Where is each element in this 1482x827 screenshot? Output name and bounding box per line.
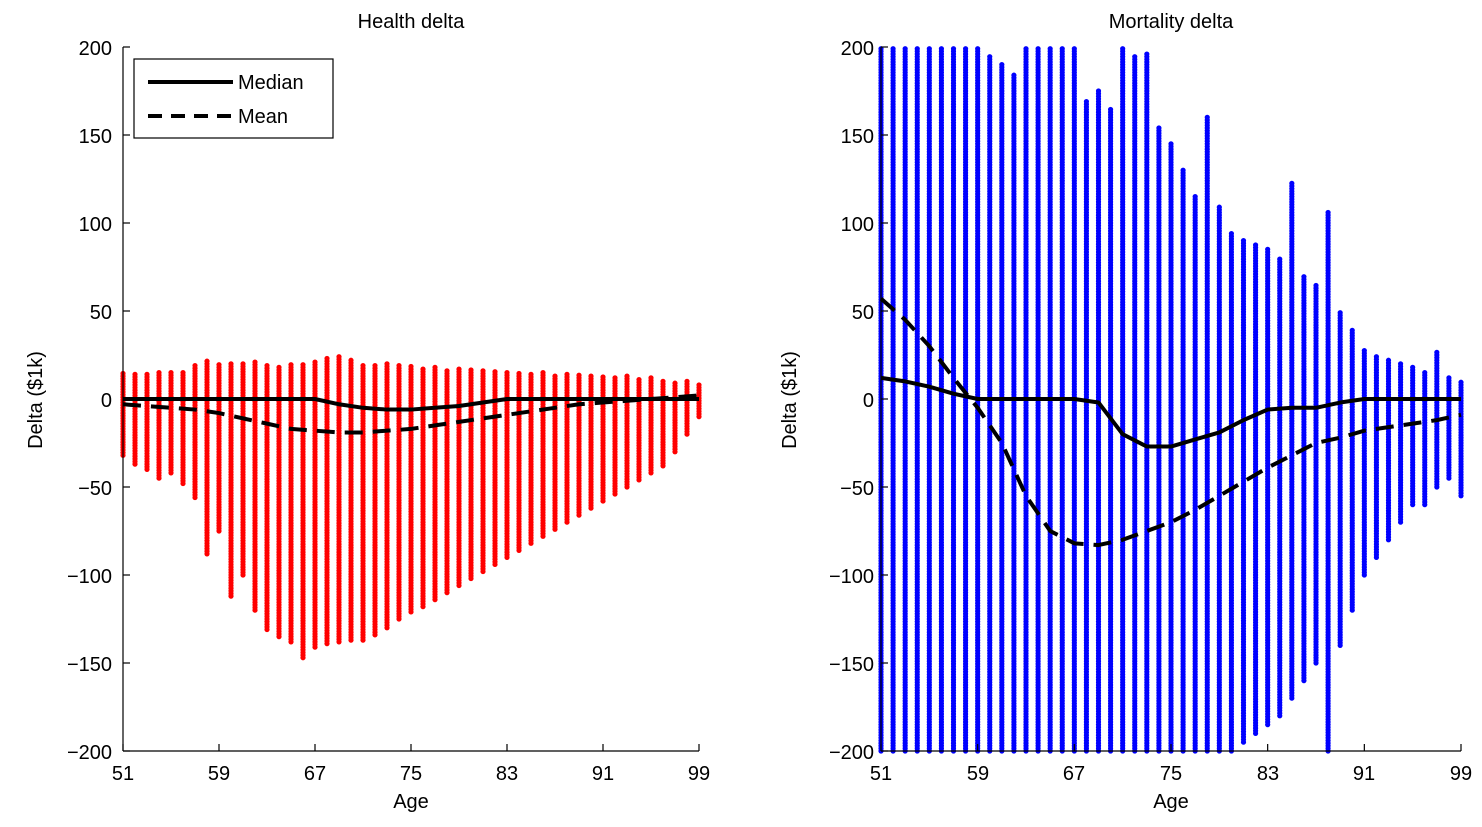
scatter-point <box>492 369 498 375</box>
scatter-point <box>288 362 294 368</box>
y-tick-labels: −200 −150 −100 −50 0 50 100 150 200 <box>67 38 112 764</box>
scatter-point <box>360 362 366 369</box>
y-tick-label: 150 <box>841 126 874 148</box>
scatter-point <box>336 354 342 360</box>
scatter-point <box>180 370 186 376</box>
legend-label-mean: Mean <box>238 106 288 128</box>
scatter-point <box>168 370 174 376</box>
y-tick-label: 150 <box>79 126 112 148</box>
x-tick-label: 75 <box>400 763 422 785</box>
scatter-point <box>480 368 486 374</box>
scatter-point <box>372 362 378 369</box>
scatter-point <box>684 378 690 384</box>
scatter-point <box>552 373 558 379</box>
scatter-point <box>468 367 474 373</box>
chart-health-delta: Health delta −200 −150 −100 −50 0 50 100… <box>25 11 710 813</box>
x-axis-label: Age <box>393 791 429 813</box>
scatter-point <box>600 374 606 380</box>
scatter-point <box>444 368 450 374</box>
scatter-point <box>396 362 402 369</box>
y-tick-label: −150 <box>829 654 874 676</box>
scatter-point <box>576 372 582 378</box>
scatter-point <box>926 46 932 52</box>
scatter-point <box>432 364 438 370</box>
y-tick-label: 200 <box>79 38 112 60</box>
scatter-point <box>612 375 618 381</box>
chart-title: Mortality delta <box>1109 11 1234 33</box>
y-tick-label: −100 <box>67 566 112 588</box>
x-tick-label: 91 <box>592 763 614 785</box>
x-tick-label: 67 <box>304 763 326 785</box>
scatter-point <box>156 370 162 376</box>
y-axis-label: Delta ($1k) <box>25 351 47 449</box>
y-tick-label: −50 <box>840 478 874 500</box>
scatter-point <box>890 46 896 52</box>
x-tick-label: 99 <box>688 763 710 785</box>
scatter-point <box>420 366 426 372</box>
scatter-point <box>144 371 150 377</box>
plot-area <box>120 46 702 752</box>
scatter-point <box>324 355 330 362</box>
y-tick-label: 100 <box>841 214 874 236</box>
scatter-point <box>902 46 908 52</box>
scatter-point <box>636 377 642 383</box>
x-tick-label: 51 <box>870 763 892 785</box>
legend: Median Mean <box>133 58 334 139</box>
y-tick-label: 0 <box>101 390 112 412</box>
scatter-point <box>384 361 390 367</box>
scatter-point <box>456 366 462 372</box>
scatter-point <box>240 361 246 367</box>
chart-title: Health delta <box>358 11 466 33</box>
x-tick-label: 75 <box>1160 763 1182 785</box>
scatter-point <box>588 373 594 379</box>
scatter-point <box>216 362 222 368</box>
scatter-point <box>276 364 282 370</box>
x-tick-label: 83 <box>496 763 518 785</box>
legend-box <box>133 58 334 139</box>
y-tick-label: −200 <box>67 742 112 764</box>
legend-label-median: Median <box>238 72 304 94</box>
y-tick-label: 200 <box>841 38 874 60</box>
y-tick-label: 0 <box>863 390 874 412</box>
scatter-point <box>648 375 654 381</box>
scatter-point <box>516 370 522 377</box>
scatter-point <box>660 378 666 384</box>
scatter-point <box>300 362 306 368</box>
scatter-point <box>312 359 318 365</box>
scatter-point <box>192 362 198 369</box>
scatter-point <box>564 371 570 377</box>
x-tick-label: 91 <box>1353 763 1375 785</box>
scatter-point <box>204 358 210 364</box>
scatter-point <box>228 361 234 367</box>
scatter-point <box>504 370 510 376</box>
scatter-point <box>914 46 920 52</box>
x-tick-label: 59 <box>967 763 989 785</box>
y-tick-label: −200 <box>829 742 874 764</box>
x-axis-label: Age <box>1153 791 1189 813</box>
y-tick-label: −150 <box>67 654 112 676</box>
scatter-point <box>408 363 414 370</box>
scatter-point <box>528 371 534 377</box>
x-tick-labels: 51 59 67 75 83 91 99 <box>112 763 710 785</box>
x-tick-label: 67 <box>1063 763 1085 785</box>
y-tick-label: 50 <box>852 302 874 324</box>
x-tick-label: 51 <box>112 763 134 785</box>
scatter-point <box>252 359 258 365</box>
scatter-point <box>132 371 138 377</box>
y-axis-label: Delta ($1k) <box>779 351 801 449</box>
y-tick-label: −100 <box>829 566 874 588</box>
scatter-point <box>672 380 678 386</box>
scatter-point <box>264 362 270 369</box>
scatter-point <box>624 373 630 379</box>
x-tick-label: 99 <box>1450 763 1472 785</box>
y-tick-label: 100 <box>79 214 112 236</box>
x-tick-label: 59 <box>208 763 230 785</box>
scatter-point <box>348 357 354 363</box>
scatter-point <box>696 382 702 388</box>
y-tick-label: −50 <box>78 478 112 500</box>
scatter-point <box>540 370 546 376</box>
y-tick-label: 50 <box>90 302 112 324</box>
x-tick-label: 83 <box>1257 763 1279 785</box>
